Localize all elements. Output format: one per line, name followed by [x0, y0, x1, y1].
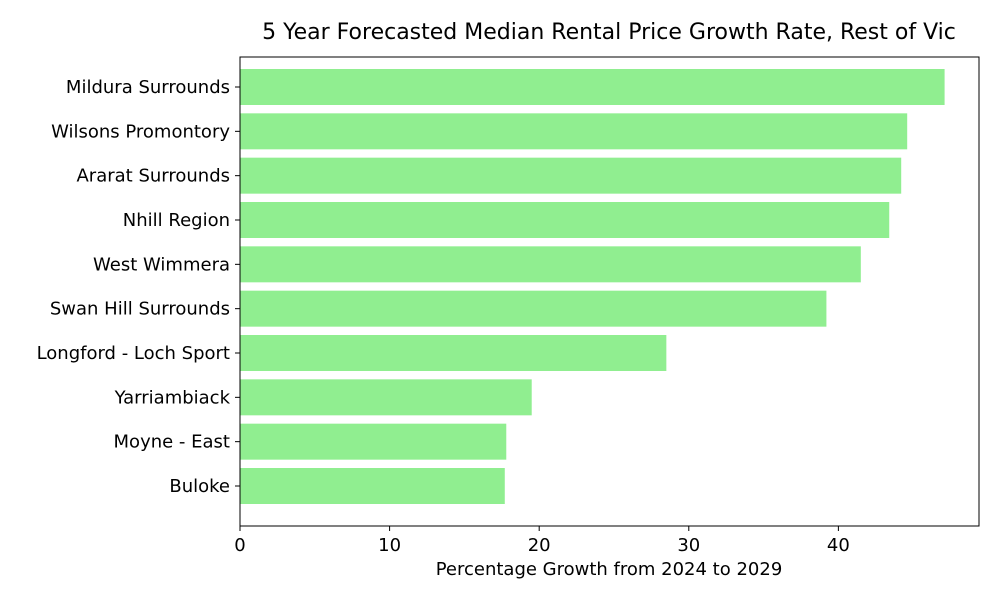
- bar: [240, 246, 861, 283]
- x-ticks-group: 0 10 20 30 40: [234, 526, 850, 556]
- category-label: Longford - Loch Sport: [37, 343, 230, 364]
- plot-frame: [239, 56, 980, 527]
- category-label: Moyne - East: [114, 432, 230, 453]
- x-axis-title: Percentage Growth from 2024 to 2029: [436, 559, 783, 580]
- category-labels-group: Mildura Surrounds Wilsons Promontory Arara…: [37, 77, 240, 497]
- bar: [240, 468, 505, 504]
- bar: [240, 290, 827, 327]
- x-tick-label: 30: [677, 535, 700, 556]
- category-label: West Wimmera: [93, 254, 230, 275]
- x-tick-label: 20: [528, 535, 551, 556]
- category-label: Swan Hill Surrounds: [50, 299, 230, 320]
- bar: [240, 423, 507, 460]
- x-tick-label: 40: [827, 535, 850, 556]
- bar: [240, 113, 908, 150]
- bar: [240, 379, 532, 416]
- chart-title: 5 Year Forecasted Median Rental Price Gr…: [262, 20, 956, 45]
- bar: [240, 202, 890, 238]
- category-label: Nhill Region: [123, 210, 230, 231]
- category-label: Wilsons Promontory: [51, 121, 230, 142]
- category-label: Buloke: [169, 476, 230, 497]
- bar: [240, 69, 945, 105]
- category-label: Mildura Surrounds: [66, 77, 230, 98]
- bars-group: [240, 69, 945, 504]
- bar: [240, 157, 902, 194]
- category-label: Ararat Surrounds: [76, 166, 230, 187]
- category-label: Yarriambiack: [114, 387, 231, 408]
- x-tick-label: 0: [234, 535, 245, 556]
- x-tick-label: 10: [378, 535, 401, 556]
- bar: [240, 335, 667, 371]
